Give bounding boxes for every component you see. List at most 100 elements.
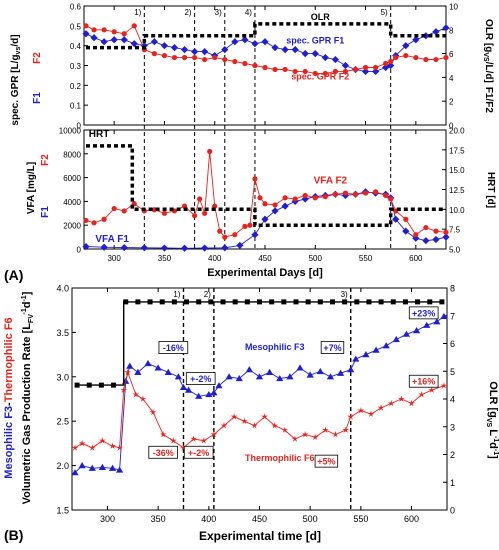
b-olr-point (293, 299, 299, 305)
a-top-series-point (271, 44, 279, 52)
a-top-series-point (342, 68, 349, 75)
b-olr-point (415, 299, 421, 305)
a-top-series-point (302, 68, 308, 75)
panel-b-ylabel-series: Mesophilic F3-Thermophilic F6 (3, 317, 15, 478)
a-bottom-series-hrt-line (86, 144, 446, 227)
b-series-point (316, 367, 324, 375)
a-top-ytick-left-label: 0.3 (70, 62, 82, 71)
b-olr-point (366, 299, 372, 305)
a-top-series-point (131, 23, 137, 29)
b-series-thermophilic-f6-line (74, 370, 445, 449)
b-series-point (184, 386, 193, 393)
a-bottom-series-point (262, 201, 268, 207)
a-bottom-ytick-right-label: 12.5 (449, 186, 465, 195)
b-series-point (271, 422, 279, 429)
b-series-point (108, 464, 117, 471)
panel-a-bottom-chart: 300 350 400 450 500 550 6000200040006000800010… (26, 127, 496, 280)
b-olr-point (208, 299, 214, 305)
b-series-point (139, 395, 147, 402)
b-series-point (261, 413, 268, 420)
a-bottom-series-point (422, 237, 430, 245)
a-bottom-series-point (433, 228, 439, 234)
b-series-point (276, 374, 284, 382)
a-bottom-series-point (207, 148, 213, 155)
panel-a-bottom-frame (83, 129, 447, 250)
a-top-series-point (83, 23, 89, 29)
a-top-series-point (361, 67, 370, 76)
b-series-point (326, 373, 335, 380)
b-olr-point (98, 382, 104, 388)
b-series-point (367, 410, 375, 417)
b-series-point (402, 330, 411, 337)
panel-b-xlabel: Experimental time [d] (199, 529, 321, 543)
a-bottom-series-point (302, 192, 308, 199)
a-bottom-series-point (82, 243, 90, 251)
a-top-ytick-left-label: 0.2 (70, 82, 82, 91)
b-xtick-label: 350 (151, 514, 166, 524)
b-pct-label: +5% (317, 457, 335, 467)
b-series-point (132, 391, 140, 398)
b-pct-label: -16% (163, 343, 184, 353)
b-series-point (412, 327, 421, 334)
a-top-phase-label: 5) (381, 8, 388, 17)
a-bottom-series-point (383, 192, 389, 199)
a-bottom-series-point (312, 195, 318, 201)
b-pct-label: +16% (412, 377, 435, 387)
a-bottom-series-point (91, 220, 97, 226)
panel-a-xlabel: Experimental Days [d] (207, 267, 323, 279)
b-series-point (220, 422, 228, 429)
a-top-ytick-right-label: 10 (449, 3, 458, 12)
b-series-point (109, 442, 116, 449)
b-series-point (286, 373, 294, 380)
b-ytick-left-label: 2.0 (56, 461, 69, 471)
a-top-series-point (191, 48, 199, 56)
b-olr-point (74, 382, 80, 388)
b-series-point (347, 366, 355, 373)
b-olr-point (342, 299, 348, 305)
a-top-series-point (387, 61, 395, 70)
a-bottom-annotation: VFA F1 (95, 234, 129, 245)
b-phase-label: 3) (341, 290, 348, 299)
a-bottom-series-point (192, 213, 198, 219)
a-top-series-point (130, 40, 138, 48)
b-series-point (71, 469, 79, 476)
b-pct-box (158, 341, 189, 354)
a-top-series-point (341, 61, 350, 70)
b-olr-point (147, 299, 153, 305)
b-series-point (357, 406, 365, 414)
b-olr-point (86, 382, 92, 388)
b-ytick-right-label: 1 (450, 478, 455, 488)
b-olr-point (390, 299, 396, 305)
panel-a-bottom-ylabel: VFA [mg/L] (26, 162, 37, 214)
panel-a-top-ylabel-f1: F1 (32, 92, 43, 104)
a-bottom-xtick-label: 550 (359, 254, 373, 263)
b-olr-point (257, 299, 262, 305)
b-series-point (332, 430, 339, 438)
a-top-series-point (120, 36, 128, 44)
a-bottom-series-point (443, 229, 449, 235)
a-bottom-ytick-left-label: 10000 (59, 127, 82, 136)
b-series-point (255, 373, 264, 380)
b-pct-label: +23% (412, 308, 435, 318)
a-top-series-point (201, 48, 209, 56)
b-series-point (98, 463, 107, 470)
b-pct-label: -36% (153, 448, 174, 458)
a-bottom-series-point (111, 205, 117, 212)
b-series-point (174, 373, 183, 380)
b-pct-box (408, 306, 439, 320)
panel-a-top-ylabel: spec. GPR [L/gvs/d] (10, 34, 22, 125)
a-top-series-point (82, 30, 90, 38)
a-top-series-point (413, 54, 419, 61)
b-olr-point (244, 299, 250, 305)
b-series-point (387, 399, 395, 407)
a-top-series-point (422, 32, 430, 40)
a-bottom-series-point (121, 208, 127, 214)
a-bottom-series-point (332, 191, 338, 197)
a-bottom-series-point (392, 215, 400, 223)
b-series-point (159, 430, 167, 438)
b-ytick-right-label: 4 (450, 395, 455, 405)
b-series-point (423, 321, 431, 328)
b-series-point (398, 395, 405, 402)
a-bottom-series-point (403, 216, 409, 222)
